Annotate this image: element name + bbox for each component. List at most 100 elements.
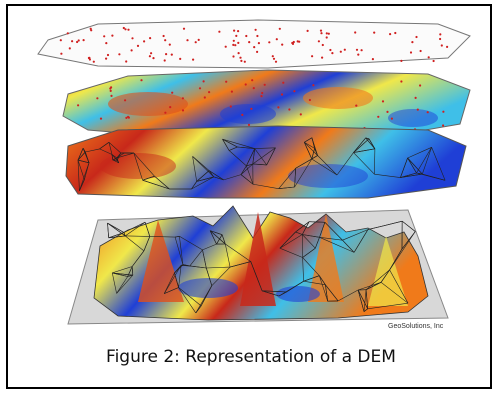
mesh-edge	[416, 147, 432, 174]
sample-point	[248, 41, 251, 44]
sample-point	[233, 29, 236, 32]
mesh-edge	[325, 284, 339, 302]
mesh-edge	[209, 230, 226, 245]
mesh-edge	[111, 154, 118, 161]
mesh-edge	[127, 266, 133, 277]
mesh-edge	[324, 222, 343, 241]
sample-point	[164, 111, 167, 114]
mesh-edge	[222, 139, 230, 151]
sample-point	[355, 48, 359, 51]
sample-point	[411, 41, 414, 44]
sample-point	[148, 55, 151, 58]
mesh-edge	[116, 152, 122, 161]
sample-point	[327, 32, 330, 35]
mesh-edge	[240, 174, 254, 185]
mesh-edge	[367, 302, 409, 310]
mesh-edge	[319, 222, 326, 238]
mesh-edge	[353, 229, 369, 253]
sample-point	[394, 31, 397, 35]
sample-point	[427, 56, 430, 59]
sample-point	[373, 31, 376, 34]
sample-point	[118, 53, 121, 56]
mesh-edge	[189, 265, 207, 269]
mesh-edge	[85, 148, 100, 153]
mesh-edge	[374, 148, 376, 175]
mesh-edge	[279, 247, 303, 258]
sample-point	[125, 60, 128, 63]
sample-point	[103, 35, 106, 38]
mesh-edge	[380, 282, 409, 304]
sample-point	[312, 84, 315, 87]
sample-point	[152, 57, 155, 60]
mesh-edge	[77, 160, 80, 191]
mesh-edge	[317, 155, 338, 176]
sample-point	[250, 107, 253, 110]
mesh-edge	[304, 142, 315, 149]
dem-illustration	[37, 19, 471, 325]
mesh-edge	[294, 158, 313, 188]
sample-point	[386, 110, 389, 113]
mesh-edge	[133, 152, 155, 177]
mesh-edge	[108, 235, 126, 239]
sample-point	[339, 50, 342, 53]
sample-point	[442, 110, 445, 113]
mesh-edge	[213, 176, 224, 181]
sample-point	[59, 39, 62, 42]
sample-point	[229, 105, 232, 108]
sample-point	[194, 41, 197, 44]
mesh-edge	[178, 265, 182, 288]
mesh-edge	[266, 147, 276, 166]
mesh-edge	[125, 235, 145, 252]
sample-point	[182, 27, 186, 30]
sample-point	[77, 104, 80, 107]
sample-point	[419, 84, 422, 87]
mesh-edge	[116, 160, 119, 163]
sample-point	[203, 96, 206, 99]
sample-point	[325, 36, 328, 39]
mesh-edge	[223, 174, 242, 181]
sample-point	[254, 28, 257, 31]
sample-point	[299, 113, 302, 116]
sample-point	[442, 124, 445, 127]
mesh-edge	[304, 137, 313, 143]
sample-point	[164, 39, 167, 42]
mesh-edge	[99, 142, 110, 150]
mesh-edge	[107, 222, 126, 237]
mesh-edge	[315, 237, 320, 249]
sample-point	[105, 57, 108, 60]
mesh-edge	[230, 261, 251, 268]
sample-point	[389, 33, 392, 36]
mesh-edge	[336, 152, 354, 176]
mesh-edge	[337, 289, 359, 302]
sample-point	[230, 90, 233, 93]
mesh-edge	[216, 234, 223, 245]
sample-point	[136, 44, 140, 48]
mesh-edge	[228, 146, 238, 151]
sample-point	[181, 109, 185, 112]
mesh-edge	[208, 170, 224, 181]
sample-point	[99, 117, 103, 120]
mesh-edge	[174, 265, 182, 274]
mesh-edge	[250, 261, 263, 291]
sample-point	[109, 89, 112, 92]
sample-point	[432, 59, 435, 63]
sample-point	[414, 96, 417, 99]
figure-frame: GeoSolutions, Inc Figure 2: Representati…	[6, 4, 492, 389]
sample-point	[390, 117, 393, 120]
sample-point	[357, 53, 360, 56]
sample-point	[224, 45, 227, 48]
sample-point	[218, 30, 221, 33]
sample-point	[381, 100, 385, 103]
mesh-edge	[389, 269, 409, 304]
sample-point	[260, 95, 263, 98]
figure-caption: Figure 2: Representation of a DEM	[106, 347, 396, 367]
sample-point	[179, 57, 182, 61]
mesh-edge	[302, 247, 316, 258]
mesh-edge	[210, 230, 223, 235]
sample-point	[355, 104, 358, 107]
mesh-edge	[237, 146, 255, 149]
mesh-edge	[77, 159, 90, 164]
sample-point	[281, 43, 284, 46]
mesh-edge	[144, 222, 151, 237]
mesh-edge	[163, 265, 182, 294]
